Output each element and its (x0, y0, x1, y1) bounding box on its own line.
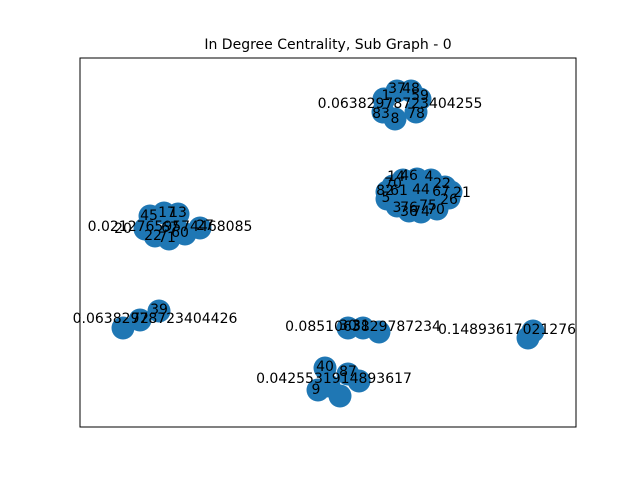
centrality-value-label: 0.06382978723404255 (318, 96, 483, 112)
node-label: 67 (432, 184, 450, 200)
node-label: 4 (425, 169, 434, 185)
node-label: 70 (384, 176, 402, 192)
node-label: 76 (400, 200, 418, 216)
node-label: 59 (411, 88, 429, 104)
graph-node (173, 222, 197, 246)
node-label: 48 (402, 81, 420, 97)
node-label: 82 (376, 183, 394, 199)
node-label: 36 (400, 204, 418, 220)
centrality-value-label: 0.0425531914893617 (256, 371, 412, 387)
node-label: 22 (144, 228, 162, 244)
node-label: 45 (140, 208, 158, 224)
node-label: 21 (453, 185, 471, 201)
graph-node (111, 316, 135, 340)
centrality-value-label: 0.0851063829787234 (285, 319, 441, 335)
node-label: 14 (387, 169, 405, 185)
node-label: 1 (382, 88, 391, 104)
node-label: 17 (158, 205, 176, 221)
node-label: 20 (114, 221, 132, 237)
centrality-value-label: 0.14893617021276 (438, 322, 576, 338)
node-label: 22 (433, 176, 451, 192)
node-label: 5 (382, 190, 391, 206)
plot-frame (79, 57, 577, 428)
node-label: 46 (400, 168, 418, 184)
node-label: 60 (171, 225, 189, 241)
node-label: 3 (393, 200, 402, 216)
graph-node (347, 369, 371, 393)
graph-node (516, 326, 540, 350)
node-label: 9 (312, 382, 321, 398)
node-label: 26 (440, 192, 458, 208)
graph-node (383, 107, 407, 131)
node-label: 31 (352, 318, 370, 334)
node-label: 75 (419, 198, 437, 214)
node-label: 30 (339, 318, 357, 334)
node-label: 37 (388, 81, 406, 97)
graph-node (313, 356, 337, 380)
node-label: 8 (391, 111, 400, 127)
node-label: 78 (407, 106, 425, 122)
nodes-layer (111, 79, 545, 408)
node-label: 72 (131, 311, 149, 327)
graph-node (409, 200, 433, 224)
graph-node (328, 384, 352, 408)
centrality-value-label: 0.06382978723404426 (73, 311, 238, 327)
node-label: 44 (412, 182, 430, 198)
node-label: 83 (372, 106, 390, 122)
node-label: 27 (196, 218, 214, 234)
node-label: 39 (150, 302, 168, 318)
node-label: 13 (169, 205, 187, 221)
node-label: 74 (412, 204, 430, 220)
node-label: 40 (316, 359, 334, 375)
node-label: 71 (158, 230, 176, 246)
graph-node (367, 320, 391, 344)
node-label: 67 (161, 220, 179, 236)
centrality-value-label: 0.02127659574468085 (88, 219, 253, 235)
graph-node (147, 299, 171, 323)
value-label-layer: 0.06382978723404255 0.02127659574468085 0.… (73, 96, 577, 387)
node-label: 61 (390, 183, 408, 199)
graph-node (404, 100, 428, 124)
node-label: 70 (427, 202, 445, 218)
figure-title: In Degree Centrality, Sub Graph - 0 (204, 37, 451, 53)
node-label: 87 (339, 364, 357, 380)
